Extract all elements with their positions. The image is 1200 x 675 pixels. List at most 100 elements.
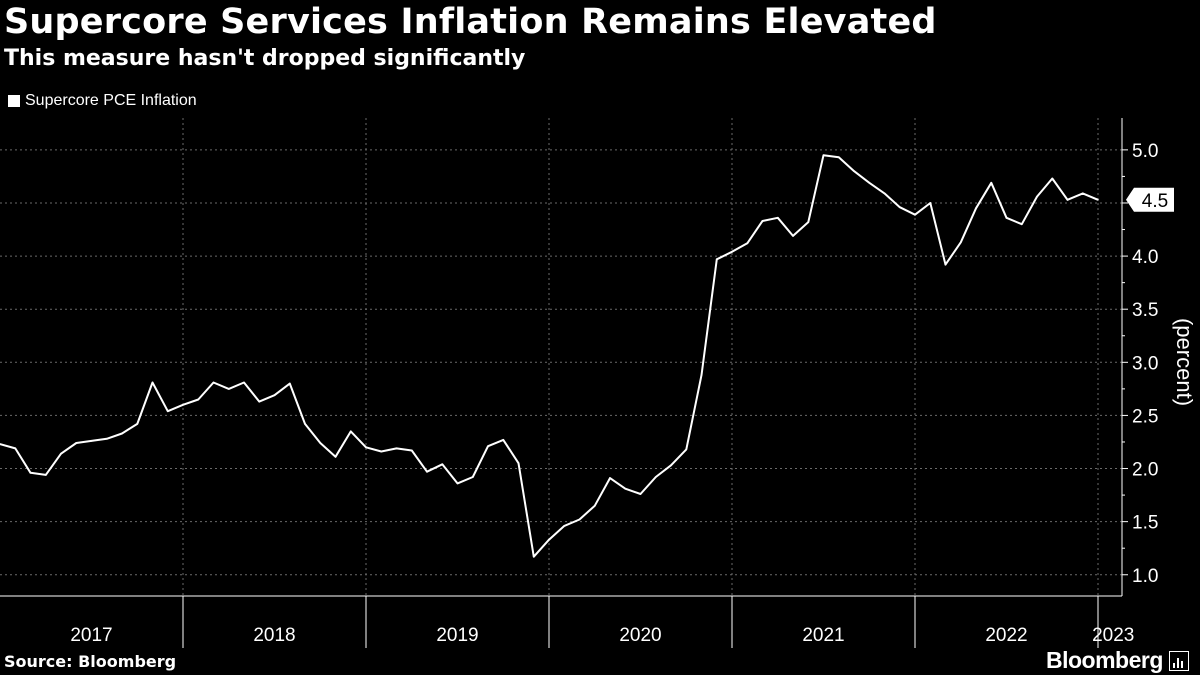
data-point bbox=[685, 448, 688, 451]
chart-subtitle: This measure hasn't dropped significantl… bbox=[4, 46, 526, 71]
data-point bbox=[471, 476, 474, 478]
data-point bbox=[441, 463, 444, 466]
data-point bbox=[837, 156, 840, 159]
data-point bbox=[624, 487, 627, 490]
data-point bbox=[227, 388, 230, 390]
data-point bbox=[121, 432, 123, 435]
data-point bbox=[776, 217, 779, 219]
y-tick-label: 2.0 bbox=[1132, 460, 1158, 481]
data-point bbox=[105, 437, 108, 440]
data-point bbox=[197, 398, 200, 401]
y-tick-label: 3.0 bbox=[1132, 353, 1158, 374]
y-tick-label: 4.0 bbox=[1132, 247, 1158, 268]
data-point bbox=[182, 404, 184, 406]
data-point bbox=[1020, 223, 1023, 226]
last-value-tag bbox=[1126, 187, 1174, 212]
data-point bbox=[487, 445, 489, 448]
data-point bbox=[365, 446, 367, 449]
y-tick-label: 1.5 bbox=[1132, 513, 1158, 534]
data-point bbox=[1005, 217, 1008, 219]
data-point bbox=[426, 470, 428, 473]
data-point bbox=[1066, 198, 1069, 201]
data-point bbox=[60, 452, 62, 455]
data-point bbox=[1051, 177, 1054, 180]
data-point bbox=[975, 207, 977, 210]
data-point bbox=[380, 450, 383, 453]
data-point bbox=[609, 477, 611, 479]
x-tick-label: 2017 bbox=[70, 625, 112, 646]
data-point bbox=[700, 374, 703, 376]
x-tick-label: 2021 bbox=[802, 625, 844, 646]
data-point bbox=[868, 181, 871, 184]
data-point bbox=[258, 400, 261, 403]
data-point bbox=[1081, 192, 1084, 195]
chart-title: Supercore Services Inflation Remains Ele… bbox=[4, 2, 937, 42]
x-tick-label: 2020 bbox=[619, 625, 661, 646]
data-point bbox=[0, 443, 1, 445]
data-point bbox=[456, 482, 459, 485]
data-point bbox=[166, 410, 169, 412]
data-point bbox=[288, 382, 291, 385]
data-point bbox=[654, 476, 657, 478]
data-point bbox=[44, 474, 47, 476]
y-tick-label: 5.0 bbox=[1132, 141, 1158, 162]
y-tick-label: 1.0 bbox=[1132, 566, 1158, 587]
data-point bbox=[853, 170, 855, 172]
data-point bbox=[395, 447, 398, 450]
data-point bbox=[410, 449, 413, 452]
y-axis-label: (percent) bbox=[1172, 318, 1197, 406]
legend-label: Supercore PCE Inflation bbox=[25, 92, 197, 109]
data-point bbox=[807, 221, 810, 223]
data-point bbox=[670, 464, 672, 467]
data-point bbox=[563, 525, 566, 527]
data-point bbox=[151, 381, 154, 384]
y-tick-label: 2.5 bbox=[1132, 406, 1158, 427]
x-tick-label: 2022 bbox=[985, 625, 1027, 646]
x-tick-label: 2018 bbox=[253, 625, 295, 646]
data-point bbox=[14, 447, 17, 450]
data-point bbox=[517, 462, 520, 465]
source-note: Source: Bloomberg bbox=[4, 652, 177, 671]
data-point bbox=[578, 518, 581, 521]
data-point bbox=[304, 423, 306, 425]
data-point bbox=[548, 538, 550, 541]
data-point bbox=[792, 235, 794, 237]
legend-swatch bbox=[8, 95, 20, 107]
data-point bbox=[90, 440, 93, 442]
data-point bbox=[959, 241, 962, 244]
data-point bbox=[75, 442, 78, 444]
data-point bbox=[715, 258, 718, 261]
data-point bbox=[1097, 198, 1099, 201]
data-point bbox=[502, 439, 505, 441]
data-point bbox=[898, 206, 901, 209]
data-point bbox=[731, 251, 733, 253]
x-tick-label: 2019 bbox=[436, 625, 478, 646]
brand-logo: Bloomberg bbox=[1046, 647, 1189, 674]
data-point bbox=[822, 154, 825, 156]
data-point bbox=[212, 381, 215, 384]
data-point bbox=[929, 202, 932, 204]
data-point bbox=[990, 181, 993, 184]
data-point bbox=[319, 442, 322, 444]
data-point bbox=[761, 220, 764, 222]
last-value-label: 4.5 bbox=[1142, 191, 1168, 212]
bar-chart-icon bbox=[1168, 650, 1189, 671]
series-line-supercore-pce bbox=[0, 154, 1099, 558]
data-point bbox=[914, 213, 916, 216]
data-point bbox=[334, 456, 337, 458]
data-point bbox=[136, 423, 139, 425]
data-point bbox=[883, 192, 886, 195]
data-point bbox=[944, 263, 947, 266]
data-point bbox=[29, 471, 32, 474]
x-tick-label: 2023 bbox=[1092, 625, 1134, 646]
data-point bbox=[1036, 195, 1038, 198]
data-point bbox=[746, 242, 749, 245]
brand-wordmark: Bloomberg bbox=[1046, 647, 1163, 673]
data-point bbox=[273, 394, 276, 397]
data-point bbox=[532, 555, 535, 558]
data-point bbox=[243, 381, 245, 384]
legend: Supercore PCE Inflation bbox=[8, 92, 197, 110]
data-point bbox=[593, 504, 596, 507]
data-point bbox=[639, 493, 642, 495]
